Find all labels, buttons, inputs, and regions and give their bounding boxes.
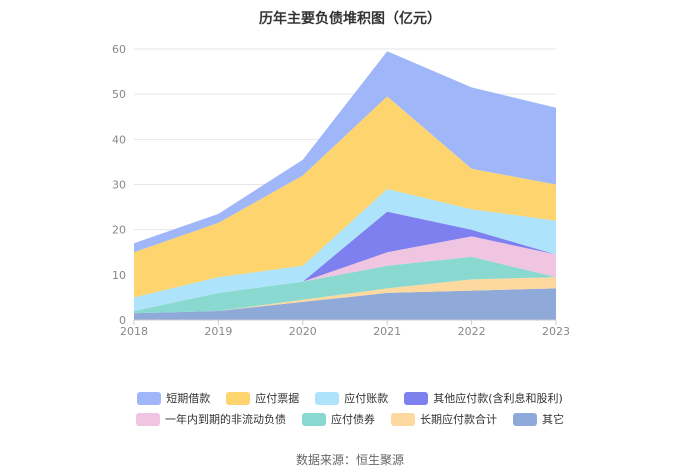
area-series-2[interactable]: [134, 256, 556, 314]
area-series-3[interactable]: [134, 236, 556, 311]
legend-item[interactable]: 应付债券: [302, 411, 375, 427]
legend-swatch: [302, 412, 326, 426]
legend-item[interactable]: 应付账款: [315, 390, 388, 406]
y-tick-label-20: 20: [112, 224, 126, 237]
stacked-area-chart: 0 10 20 30 40 50 60 2018 2019 2020 2021 2022 2023: [112, 43, 570, 338]
legend-swatch: [404, 391, 429, 405]
area-series-layer: [134, 51, 556, 320]
x-tick-label-2018: 2018: [120, 325, 148, 338]
x-tick-label-2022: 2022: [458, 325, 486, 338]
axes: 0 10 20 30 40 50 60 2018 2019 2020 2021 2022 2023: [112, 43, 570, 338]
legend-swatch: [136, 412, 160, 426]
legend-row-1: 短期借款 应付票据 应付账款 其他应付款(含利息和股利): [0, 390, 700, 406]
legend-label: 应付债券: [331, 413, 375, 426]
legend-row-2: 一年内到期的非流动负债 应付债券 长期应付款合计 其它: [0, 411, 700, 427]
legend-label: 其它: [542, 413, 564, 426]
legend-item[interactable]: 其它: [513, 411, 564, 427]
legend-label: 长期应付款合计: [420, 413, 497, 426]
legend-label: 一年内到期的非流动负债: [165, 413, 286, 426]
area-series-5[interactable]: [134, 189, 556, 311]
y-tick-label-40: 40: [112, 133, 126, 146]
legend-label: 短期借款: [166, 392, 211, 405]
legend-swatch: [315, 391, 340, 405]
area-series-1[interactable]: [134, 277, 556, 314]
y-tick-label-50: 50: [112, 88, 126, 101]
legend-item[interactable]: 其他应付款(含利息和股利): [404, 390, 563, 406]
legend-item[interactable]: 一年内到期的非流动负债: [136, 411, 286, 427]
y-tick-label-30: 30: [112, 179, 126, 192]
legend-item[interactable]: 短期借款: [137, 390, 210, 406]
legend-label: 应付账款: [344, 392, 389, 405]
area-series-4[interactable]: [134, 211, 556, 311]
chart-title: 历年主要负债堆积图（亿元）: [259, 11, 441, 27]
y-tick-label-10: 10: [112, 269, 126, 282]
y-tick-label-0: 0: [119, 314, 126, 327]
legend-swatch: [513, 412, 537, 426]
y-tick-label-60: 60: [112, 43, 126, 56]
legend-swatch: [137, 391, 162, 405]
legend-label: 其他应付款(含利息和股利): [433, 392, 563, 405]
area-series-0[interactable]: [134, 288, 556, 320]
legend-swatch: [391, 412, 415, 426]
legend-swatch: [226, 391, 251, 405]
x-tick-label-2021: 2021: [373, 325, 401, 338]
source-text: 数据来源：恒生聚源: [295, 453, 404, 467]
area-series-7[interactable]: [134, 51, 556, 253]
x-tick-label-2020: 2020: [289, 325, 317, 338]
legend-label: 应付票据: [255, 392, 300, 405]
legend-item[interactable]: 应付票据: [226, 390, 299, 406]
legend-item[interactable]: 长期应付款合计: [391, 411, 497, 427]
x-tick-label-2023: 2023: [542, 325, 570, 338]
area-series-6[interactable]: [134, 96, 556, 298]
x-tick-label-2019: 2019: [204, 325, 232, 338]
